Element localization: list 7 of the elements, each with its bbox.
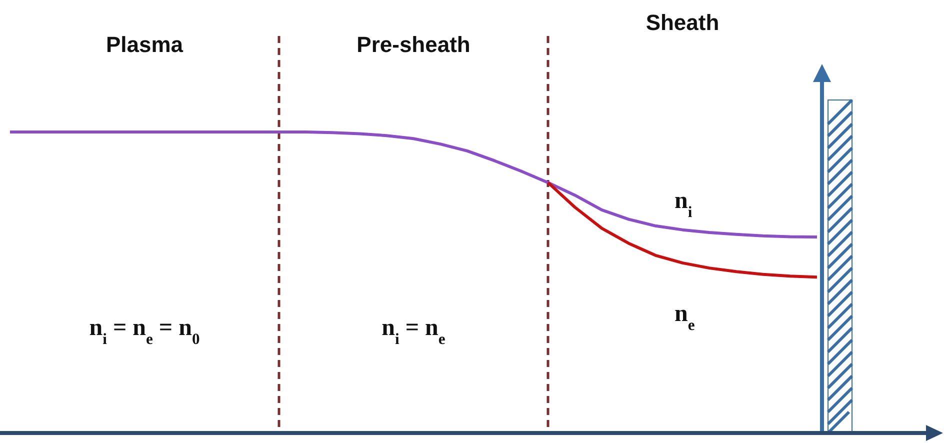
series-label: n$_{e}$ [674,300,695,334]
series-label: n$_{i}$ [674,188,693,220]
text: Sheath [646,10,720,35]
annotation: n$_{i}$ = n$_{e}$ [382,315,446,348]
annotation: n$_{i}$ = n$_{e}$ = n$_{0}$ [89,315,200,348]
text: Pre-sheath [356,32,470,57]
text: Plasma [106,32,184,57]
